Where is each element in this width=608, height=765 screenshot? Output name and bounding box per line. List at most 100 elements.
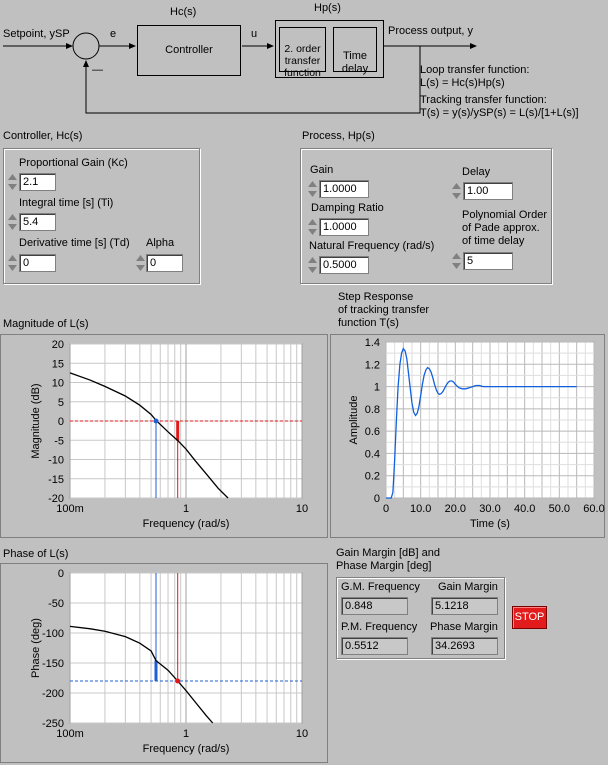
pm-crossover-point <box>153 418 159 424</box>
ti-label: Integral time [s] (Ti) <box>19 197 114 209</box>
tracking-tf-line1: Tracking transfer function: <box>420 94 547 106</box>
y-tick-label: 15 <box>52 358 64 370</box>
y-axis-label: Amplitude <box>348 396 360 445</box>
step-response-curve <box>386 347 577 499</box>
e-label: e <box>110 28 117 40</box>
x-tick-label: 10.0 <box>410 503 431 515</box>
kc-label: Proportional Gain (Kc) <box>19 157 128 169</box>
x-tick-label: 50.0 <box>549 503 570 515</box>
alpha-spinner[interactable] <box>135 254 146 272</box>
y-tick-label: 0.8 <box>365 404 380 416</box>
loop-tf-line2: L(s) = Hc(s)Hp(s) <box>420 77 505 89</box>
y-tick-label: -250 <box>42 718 64 730</box>
kc-spinner[interactable] <box>7 173 18 191</box>
alpha-label: Alpha <box>146 237 175 249</box>
y-tick-label: -5 <box>54 435 64 447</box>
hc-title: Hc(s) <box>170 6 197 18</box>
ti-input[interactable]: 5.4 <box>19 213 56 231</box>
y-tick-label: -50 <box>48 598 64 610</box>
x-tick-label: 30.0 <box>479 503 500 515</box>
x-tick-label: 100m <box>56 728 84 740</box>
gm-freq-label: G.M. Frequency <box>341 581 420 593</box>
gm-crossover-point <box>175 678 181 684</box>
x-tick-label: 20.0 <box>445 503 466 515</box>
y-tick-label: -150 <box>42 658 64 670</box>
damping-spinner[interactable] <box>307 218 318 236</box>
x-tick-label: 1 <box>183 503 189 515</box>
margins-title-1: Gain Margin [dB] and <box>336 547 440 559</box>
phase-margin-display: 34.2693 <box>431 637 498 655</box>
natfreq-input[interactable]: 0.5000 <box>319 256 369 274</box>
gain-spinner[interactable] <box>307 180 318 198</box>
y-tick-label: 0 <box>58 568 64 580</box>
y-tick-label: 0.4 <box>365 448 380 460</box>
td-input[interactable]: 0 <box>19 254 56 272</box>
y-tick-label: -10 <box>48 455 64 467</box>
pade-input[interactable]: 5 <box>463 252 513 270</box>
y-tick-label: -200 <box>42 688 64 700</box>
process-panel <box>300 148 552 284</box>
x-tick-label: 10 <box>296 503 308 515</box>
pade-label-3: of time delay <box>462 235 525 247</box>
x-tick-label: 100m <box>56 503 84 515</box>
y-tick-label: 20 <box>52 339 64 351</box>
gain-margin-display: 5.1218 <box>431 597 498 615</box>
x-tick-label: 40.0 <box>514 503 535 515</box>
pade-label-1: Polynomial Order <box>462 209 547 221</box>
kc-input[interactable]: 2.1 <box>19 173 56 191</box>
ti-spinner[interactable] <box>7 213 18 231</box>
gain-label: Gain <box>310 164 334 176</box>
td-spinner[interactable] <box>7 254 18 272</box>
y-tick-label: -15 <box>48 474 64 486</box>
y-tick-label: 1.4 <box>365 337 380 349</box>
natfreq-spinner[interactable] <box>307 256 318 274</box>
controller-block-label: Controller <box>165 44 213 56</box>
y-tick-label: 1.2 <box>365 359 380 371</box>
setpoint-label: Setpoint, ySP <box>3 28 70 40</box>
gain-input[interactable]: 1.0000 <box>319 180 369 198</box>
controller-panel-title: Controller, Hc(s) <box>3 130 83 142</box>
block-diagram: Hc(s) Hp(s) Setpoint, ySP e u Process ou… <box>0 0 608 130</box>
alpha-input[interactable]: 0 <box>146 254 183 272</box>
y-axis-label: Magnitude (dB) <box>30 383 42 458</box>
time-delay-block-label: Time delay <box>341 50 369 75</box>
y-axis-label: Phase (deg) <box>30 618 42 678</box>
pade-label-2: of Pade approx. <box>462 222 540 234</box>
margins-title-2: Phase Margin [deg] <box>336 560 432 572</box>
summing-junction <box>72 32 100 60</box>
y-tick-label: -100 <box>42 628 64 640</box>
magnitude-curve <box>69 372 229 499</box>
x-axis-label: Frequency (rad/s) <box>143 518 230 530</box>
step-graph-title-3: function T(s) <box>338 317 399 329</box>
magnitude-graph-title: Magnitude of L(s) <box>3 318 89 330</box>
x-tick-label: 0 <box>383 503 389 515</box>
stop-button[interactable]: STOP <box>512 606 547 629</box>
x-tick-label: 10 <box>296 728 308 740</box>
pade-spinner[interactable] <box>451 252 462 270</box>
u-label: u <box>251 28 258 40</box>
second-order-block: 2. order transfer function <box>279 27 326 79</box>
x-axis-label: Time (s) <box>470 518 510 530</box>
hp-title: Hp(s) <box>314 2 341 14</box>
td-label: Derivative time [s] (Td) <box>19 237 130 249</box>
process-output-label: Process output, y <box>388 25 473 37</box>
pm-freq-label: P.M. Frequency <box>341 621 418 633</box>
step-graph-title-2: of tracking transfer <box>338 304 430 316</box>
y-tick-label: 0.6 <box>365 426 380 438</box>
damping-input[interactable]: 1.0000 <box>319 218 369 236</box>
delay-input[interactable]: 1.00 <box>463 182 513 200</box>
natfreq-label: Natural Frequency (rad/s) <box>309 240 435 252</box>
controller-panel <box>3 148 200 284</box>
margins-panel <box>336 577 505 659</box>
time-delay-block: Time delay <box>333 27 377 75</box>
phase-margin-label: Phase Margin <box>430 621 498 633</box>
delay-spinner[interactable] <box>451 182 462 200</box>
damping-label: Damping Ratio <box>311 202 384 214</box>
gain-margin-label: Gain Margin <box>438 581 498 593</box>
process-panel-title: Process, Hp(s) <box>302 130 375 142</box>
y-tick-label: -20 <box>48 493 64 505</box>
delay-label: Delay <box>462 166 491 178</box>
phase-graph-title: Phase of L(s) <box>3 548 69 560</box>
y-tick-label: 1 <box>374 382 380 394</box>
